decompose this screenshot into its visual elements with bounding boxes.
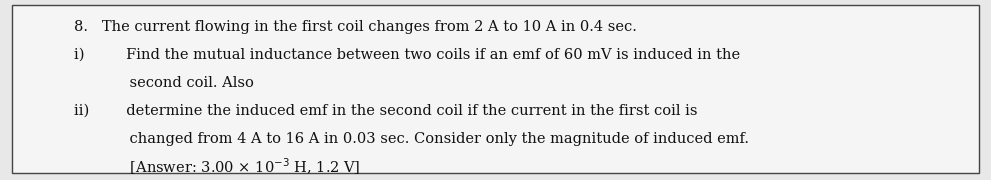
Text: 8.   The current flowing in the first coil changes from 2 A to 10 A in 0.4 sec.: 8. The current flowing in the first coil… xyxy=(74,20,637,34)
Text: [Answer: 3.00 × 10$^{−3}$ H, 1.2 V]: [Answer: 3.00 × 10$^{−3}$ H, 1.2 V] xyxy=(74,156,361,177)
Text: changed from 4 A to 16 A in 0.03 sec. Consider only the magnitude of induced emf: changed from 4 A to 16 A in 0.03 sec. Co… xyxy=(74,132,749,146)
FancyBboxPatch shape xyxy=(12,5,979,173)
Text: ii)        determine the induced emf in the second coil if the current in the fi: ii) determine the induced emf in the sec… xyxy=(74,104,698,118)
Text: second coil. Also: second coil. Also xyxy=(74,76,255,90)
Text: i)         Find the mutual inductance between two coils if an emf of 60 mV is in: i) Find the mutual inductance between tw… xyxy=(74,48,740,62)
